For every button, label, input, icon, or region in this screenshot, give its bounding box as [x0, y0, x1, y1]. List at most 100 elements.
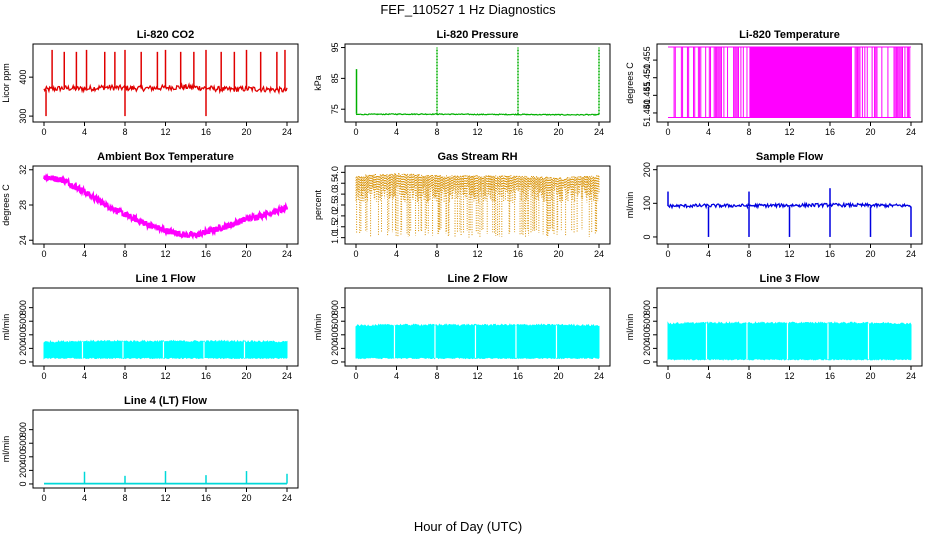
x-tick-label: 24 [282, 371, 292, 381]
chart-panel: Line 3 Flow ml/min 0 4 8 12 16 20 24 0 20040060080… [625, 273, 923, 381]
temp-toggle [810, 47, 812, 118]
temp-toggle [815, 47, 817, 118]
x-tick-label: 16 [201, 127, 211, 137]
y-tick-label: 200 [642, 341, 652, 356]
x-tick-label: 0 [41, 493, 46, 503]
temp-toggle [808, 47, 811, 118]
temp-toggle [812, 47, 815, 118]
x-tick-label: 12 [472, 371, 482, 381]
x-tick-label: 12 [472, 127, 482, 137]
temp-toggle [765, 47, 767, 118]
temp-toggle [819, 47, 822, 118]
temp-toggle [829, 47, 832, 118]
temp-toggle [756, 47, 759, 118]
chart-panel: Li-820 Temperature degrees C 0 4 8 12 16 20 24 51… [625, 29, 923, 137]
temp-toggle [798, 47, 800, 118]
temp-toggle [753, 47, 755, 118]
temp-toggle [813, 47, 816, 118]
x-axis: 0 4 8 12 16 20 24 [353, 366, 604, 381]
y-tick-label: 75 [330, 104, 340, 114]
x-tick-label: 16 [201, 249, 211, 259]
y-axis: 24 28 32 [18, 165, 33, 245]
flow-band [355, 323, 600, 360]
temp-toggle [842, 47, 845, 118]
temp-toggle [847, 47, 850, 118]
temp-toggle [811, 47, 814, 118]
temp-toggle [818, 47, 821, 118]
y-tick-label: 200 [18, 463, 28, 478]
temp-toggle [835, 47, 838, 118]
temp-toggle [770, 47, 772, 118]
y-tick-label: 400 [18, 449, 28, 464]
series [42, 173, 289, 240]
temp-toggle [822, 47, 825, 118]
series [43, 49, 288, 117]
temp-toggle [841, 47, 844, 118]
x-tick-label: 12 [160, 371, 170, 381]
x-axis: 0 4 8 12 16 20 24 [665, 366, 916, 381]
temp-toggle [838, 47, 840, 118]
y-tick-label: 200 [330, 341, 340, 356]
y-tick-label: 600 [18, 314, 28, 329]
temp-toggle [751, 47, 754, 118]
temp-toggle [768, 47, 771, 118]
x-axis: 0 4 8 12 16 20 24 [41, 244, 292, 259]
x-tick-label: 24 [906, 371, 916, 381]
chart-title: Line 1 Flow [136, 273, 196, 285]
temp-toggle [816, 47, 818, 118]
x-tick-label: 4 [82, 127, 87, 137]
y-tick-label: 4.0 [330, 166, 340, 179]
y-tick-label: 600 [642, 314, 652, 329]
temp-toggle [827, 47, 829, 118]
temp-toggle [840, 47, 843, 118]
temp-toggle [799, 47, 801, 118]
series [667, 321, 912, 361]
series [355, 47, 600, 117]
x-tick-label: 16 [201, 371, 211, 381]
temp-toggle [844, 47, 846, 118]
y-axis-label: ml/min [1, 436, 11, 463]
temp-toggle [825, 47, 828, 118]
y-axis-label: ml/min [1, 314, 11, 341]
temp-toggle [782, 47, 784, 118]
temp-toggle [836, 47, 839, 118]
x-tick-label: 8 [434, 371, 439, 381]
x-tick-label: 8 [746, 127, 751, 137]
figure-xlabel: Hour of Day (UTC) [414, 519, 522, 534]
temp-toggle [755, 47, 758, 118]
x-tick-label: 4 [706, 249, 711, 259]
y-tick-label: 800 [18, 422, 28, 437]
x-tick-label: 12 [160, 249, 170, 259]
x-tick-label: 0 [41, 371, 46, 381]
x-tick-label: 24 [906, 249, 916, 259]
temp-toggle [784, 47, 787, 118]
y-tick-label: 600 [18, 436, 28, 451]
chart-panel: Line 2 Flow ml/min 0 4 8 12 16 20 24 0 20040060080… [313, 273, 611, 381]
x-tick-label: 8 [434, 127, 439, 137]
y-tick-label: 51.450 [642, 64, 652, 92]
temp-toggle [789, 47, 792, 118]
y-tick-label: 51.455 [642, 46, 652, 74]
x-tick-label: 4 [706, 127, 711, 137]
x-tick-label: 24 [282, 127, 292, 137]
chart-title: Gas Stream RH [437, 151, 517, 163]
temp-toggle [766, 47, 769, 118]
temp-toggle [774, 47, 777, 118]
x-tick-label: 24 [282, 249, 292, 259]
x-tick-label: 4 [394, 127, 399, 137]
y-tick-label: 85 [330, 73, 340, 83]
x-tick-label: 8 [746, 249, 751, 259]
x-tick-label: 16 [825, 371, 835, 381]
temp-toggle [783, 47, 786, 118]
y-axis-label: ml/min [625, 192, 635, 219]
series [355, 173, 600, 238]
x-tick-label: 24 [594, 371, 604, 381]
series [668, 46, 911, 119]
x-tick-label: 4 [394, 249, 399, 259]
y-tick-label: 800 [330, 300, 340, 315]
temp-toggle [801, 47, 804, 118]
x-tick-label: 16 [513, 249, 523, 259]
chart-panel: Ambient Box Temperature degrees C 0 4 8 12 16 2… [1, 151, 299, 259]
chart-panel: Gas Stream RH percent 0 4 8 12 16 20 24 1.01.52.0… [313, 151, 611, 259]
x-tick-label: 12 [160, 493, 170, 503]
